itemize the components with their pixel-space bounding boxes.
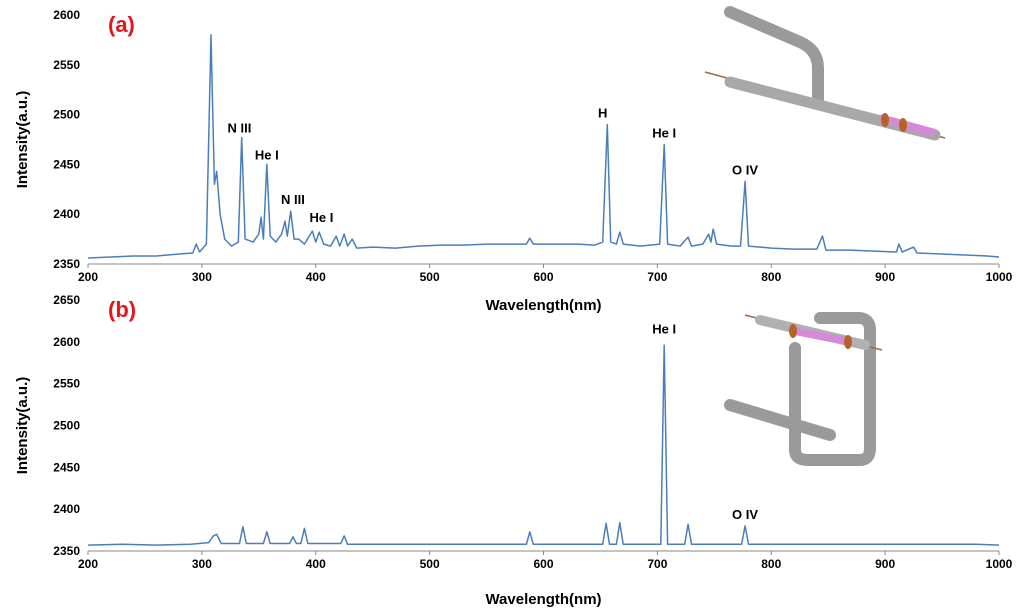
spectrum-line <box>87 344 1000 546</box>
panel-label: (b) <box>108 297 136 322</box>
peak-label: He I <box>652 126 676 141</box>
x-tick-label: 600 <box>533 270 553 284</box>
peak-label: He I <box>652 321 676 336</box>
peak-label: N III <box>281 192 305 207</box>
x-axis-title: Wavelength(nm) <box>485 297 601 314</box>
y-tick-label: 2450 <box>53 460 80 474</box>
x-tick-label: 1000 <box>986 270 1013 284</box>
y-tick-label: 2350 <box>53 257 80 271</box>
peak-label: O IV <box>732 507 758 522</box>
illustration-b <box>724 312 883 466</box>
x-tick-label: 300 <box>192 270 212 284</box>
x-tick-label: 400 <box>306 270 326 284</box>
peak-label: O IV <box>732 162 758 177</box>
x-tick-label: 500 <box>420 270 440 284</box>
y-tick-label: 2550 <box>53 377 80 391</box>
y-tick-label: 2500 <box>53 108 80 122</box>
y-tick-label: 2500 <box>53 419 80 433</box>
y-axis-title: Intensity(a.u.) <box>14 377 31 475</box>
x-tick-label: 400 <box>306 557 326 571</box>
x-tick-label: 800 <box>761 270 781 284</box>
y-tick-label: 2400 <box>53 207 80 221</box>
x-tick-label: 600 <box>533 557 553 571</box>
y-tick-label: 2450 <box>53 157 80 171</box>
x-tick-label: 900 <box>875 557 895 571</box>
y-tick-label: 2600 <box>53 335 80 349</box>
x-tick-label: 700 <box>647 270 667 284</box>
x-tick-label: 200 <box>78 557 98 571</box>
y-tick-label: 2650 <box>53 293 80 307</box>
peak-label: H <box>598 106 607 121</box>
x-tick-label: 900 <box>875 270 895 284</box>
y-tick-label: 2550 <box>53 58 80 72</box>
x-tick-label: 800 <box>761 557 781 571</box>
peak-label: He I <box>255 147 279 162</box>
panel-label: (a) <box>108 12 135 37</box>
x-tick-label: 1000 <box>986 557 1013 571</box>
x-tick-label: 500 <box>420 557 440 571</box>
y-axis-title: Intensity(a.u.) <box>14 91 31 189</box>
y-tick-label: 2350 <box>53 544 80 558</box>
x-axis-title: Wavelength(nm) <box>485 591 601 608</box>
peak-label: He I <box>310 210 334 225</box>
x-tick-label: 700 <box>647 557 667 571</box>
x-tick-label: 300 <box>192 557 212 571</box>
y-tick-label: 2400 <box>53 502 80 516</box>
x-tick-label: 200 <box>78 270 98 284</box>
spectrum-line <box>87 34 1000 259</box>
y-tick-label: 2600 <box>53 8 80 22</box>
illustration-a <box>704 6 946 141</box>
peak-label: N III <box>228 121 252 136</box>
